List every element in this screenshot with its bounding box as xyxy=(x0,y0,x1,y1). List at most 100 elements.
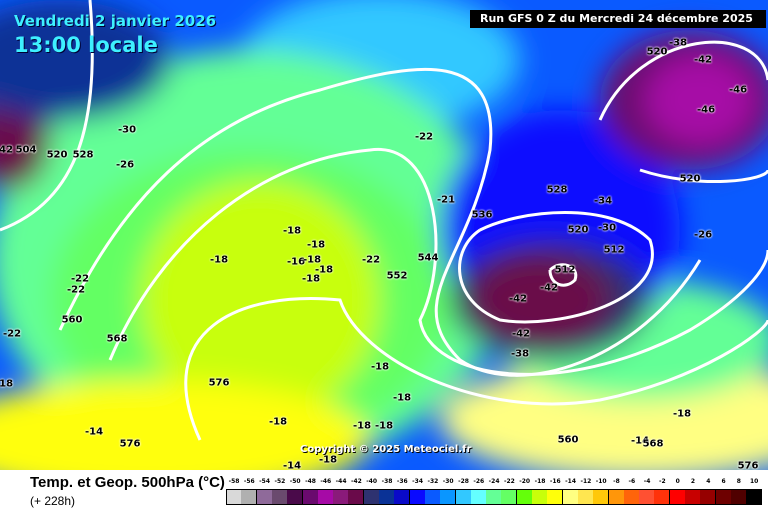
map-value-label: 520 xyxy=(646,46,668,58)
legend-tick-label: -22 xyxy=(503,478,515,485)
map-value-label: 512 xyxy=(603,244,625,256)
legend-swatch xyxy=(700,489,717,505)
legend-swatch xyxy=(394,489,411,505)
legend-tick-label: -52 xyxy=(274,478,286,485)
legend-swatch xyxy=(287,489,304,505)
legend-tick-label: -46 xyxy=(320,478,332,485)
model-run-banner: Run GFS 0 Z du Mercredi 24 décembre 2025 xyxy=(470,10,766,28)
legend-swatch xyxy=(593,489,610,505)
legend-swatch xyxy=(256,489,273,505)
legend-swatch xyxy=(348,489,365,505)
map-value-label: -18 xyxy=(0,378,14,390)
legend-swatch xyxy=(302,489,319,505)
forecast-date: Vendredi 2 janvier 2026 xyxy=(14,12,217,30)
legend-tick-label: 8 xyxy=(736,478,741,485)
legend-swatch xyxy=(715,489,732,505)
map-value-label: -38 xyxy=(510,348,530,360)
legend-swatch xyxy=(577,489,594,505)
legend-tick-label: 4 xyxy=(706,478,711,485)
map-value-label: 520 xyxy=(46,149,68,161)
legend-swatch xyxy=(333,489,350,505)
legend-tick-label: -48 xyxy=(305,478,316,485)
legend-swatch xyxy=(241,489,258,505)
legend-tick-label: -10 xyxy=(595,478,607,485)
legend-swatch xyxy=(501,489,518,505)
map-value-label: 544 xyxy=(417,252,439,264)
map-value-label: -18 xyxy=(672,408,692,420)
legend-tick-label: -26 xyxy=(473,478,485,485)
legend-tick-label: -8 xyxy=(613,478,620,485)
map-value-label: 576 xyxy=(119,438,141,450)
legend-tick-label: -54 xyxy=(259,478,271,485)
map-value-label: 576 xyxy=(208,377,230,389)
map-value-label: -21 xyxy=(436,194,456,206)
legend-tick-label: -18 xyxy=(534,478,546,485)
legend-swatch xyxy=(685,489,701,505)
map-value-label: -18 xyxy=(352,420,372,432)
map-value-label: -22 xyxy=(66,284,86,296)
map-value-label: 512 xyxy=(554,264,576,276)
forecast-step: (+ 228h) xyxy=(30,494,76,508)
legend-tick-label: -40 xyxy=(366,478,378,485)
legend-swatch xyxy=(470,489,487,505)
geopotential-contours xyxy=(0,0,768,441)
map-value-label: -42 xyxy=(0,144,14,156)
legend-tick-label: -32 xyxy=(427,478,439,485)
map-value-label: -18 xyxy=(314,264,334,276)
legend-swatch xyxy=(654,489,671,505)
map-value-label: 536 xyxy=(471,209,493,221)
map-value-label: 568 xyxy=(642,438,664,450)
legend-tick-label: -12 xyxy=(580,478,592,485)
legend-swatch xyxy=(623,489,640,505)
map-value-label: -30 xyxy=(597,222,617,234)
map-value-label: -22 xyxy=(361,254,381,266)
legend-tick-label: -6 xyxy=(628,478,636,485)
legend-tick-label: -58 xyxy=(228,478,240,485)
legend-tick-label: -20 xyxy=(519,478,531,485)
legend-tick-label: -34 xyxy=(412,478,424,485)
legend-tick-label: -4 xyxy=(643,478,651,485)
map-value-label: -42 xyxy=(508,293,528,305)
map-value-label: -18 xyxy=(306,239,326,251)
map-value-label: 568 xyxy=(106,333,128,345)
footer-legend-bar: Temp. et Geop. 500hPa (°C) (+ 228h) -58-… xyxy=(0,470,768,512)
map-value-label: 520 xyxy=(567,224,589,236)
map-value-label: -18 xyxy=(209,254,229,266)
temperature-geopotential-map xyxy=(0,0,768,470)
legend-swatch xyxy=(669,489,686,505)
legend-tick-label: 6 xyxy=(721,478,726,485)
legend-swatch xyxy=(532,489,548,505)
legend-tick-label: -50 xyxy=(289,478,301,485)
map-value-label: -14 xyxy=(630,435,650,447)
legend-swatch xyxy=(730,489,747,505)
legend-swatch xyxy=(440,489,457,505)
map-value-label: -22 xyxy=(2,328,22,340)
legend-swatch xyxy=(486,489,503,505)
legend-swatch xyxy=(547,489,564,505)
map-value-label: -34 xyxy=(593,195,613,207)
map-value-label: -22 xyxy=(414,131,434,143)
map-value-label: -18 xyxy=(370,361,390,373)
legend-tick-label: -30 xyxy=(442,478,454,485)
map-value-label: 528 xyxy=(546,184,568,196)
map-value-label: -30 xyxy=(117,124,137,136)
legend-swatch xyxy=(317,489,334,505)
copyright-text: Copyright © 2025 Meteociel.fr xyxy=(300,444,472,455)
legend-tick-label: -38 xyxy=(381,478,393,485)
map-value-label: 528 xyxy=(72,149,94,161)
legend-swatch xyxy=(516,489,533,505)
legend-swatch xyxy=(424,489,441,505)
legend-swatch xyxy=(363,489,380,505)
map-value-label: 560 xyxy=(61,314,83,326)
map-value-label: -18 xyxy=(282,225,302,237)
legend-tick-label: -56 xyxy=(243,478,255,485)
legend-tick-label: 0 xyxy=(675,478,680,485)
map-value-label: -18 xyxy=(318,454,338,466)
map-value-label: -26 xyxy=(693,229,713,241)
map-value-label: -42 xyxy=(511,328,531,340)
map-value-label: -18 xyxy=(374,420,394,432)
map-value-label: -46 xyxy=(696,104,716,116)
map-title: Temp. et Geop. 500hPa (°C) xyxy=(30,474,225,491)
legend-tick-label: -36 xyxy=(396,478,408,485)
legend-tick-label: -44 xyxy=(335,478,347,485)
